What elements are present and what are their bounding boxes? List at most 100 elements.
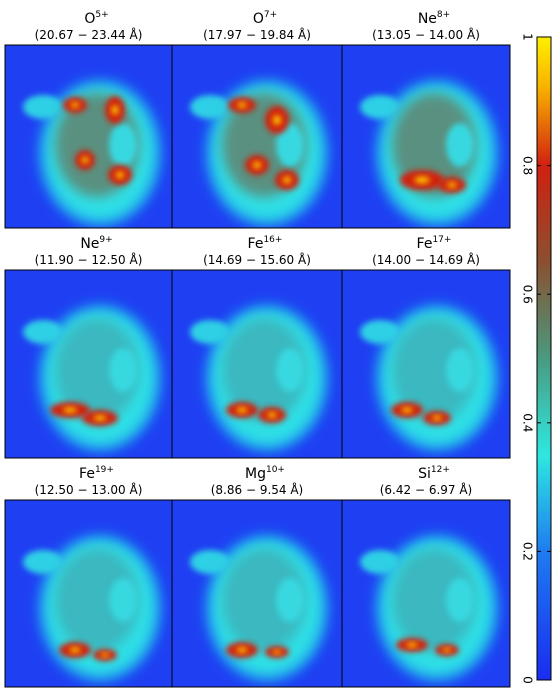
- core: [222, 318, 306, 422]
- panel: Fe16+(14.69 − 15.60 Å): [171, 235, 343, 459]
- plume: [23, 95, 63, 119]
- colorbar-tick-label: 0.6: [521, 285, 535, 304]
- hot-core: [447, 182, 457, 188]
- panel-title: Si12+: [418, 465, 450, 482]
- plume: [190, 320, 230, 344]
- colorbar-tick-label: 1: [521, 33, 535, 41]
- hot-core: [81, 156, 89, 164]
- core: [222, 548, 306, 652]
- panel: Fe17+(14.00 − 14.69 Å): [341, 235, 511, 459]
- energy-range: (20.67 − 23.44 Å): [35, 27, 143, 42]
- hot-core: [236, 647, 248, 653]
- hot-core: [401, 407, 413, 413]
- plume: [190, 95, 230, 119]
- hot-core: [63, 407, 77, 413]
- cavity: [276, 123, 304, 167]
- panel-title: Fe17+: [417, 235, 452, 252]
- hot-core: [406, 642, 418, 648]
- hot-core: [272, 649, 282, 655]
- core: [392, 548, 476, 652]
- ion: Ne: [418, 11, 437, 27]
- charge: 5+: [95, 10, 108, 20]
- panel: Mg10+(8.86 − 9.54 Å): [171, 465, 343, 688]
- hot-core: [100, 652, 110, 658]
- plume: [360, 550, 400, 574]
- panel: Ne8+(13.05 − 14.00 Å): [341, 10, 511, 229]
- plume: [360, 95, 400, 119]
- hot-core: [93, 415, 107, 421]
- panel: Ne9+(11.90 − 12.50 Å): [4, 235, 173, 459]
- hot-core: [115, 171, 125, 179]
- image: [172, 45, 342, 228]
- charge: 9+: [99, 235, 112, 245]
- image: [5, 500, 172, 687]
- ion: Fe: [79, 466, 95, 482]
- image: [342, 45, 510, 228]
- hot-core: [282, 176, 292, 184]
- energy-range: (14.69 − 15.60 Å): [203, 252, 311, 267]
- cavity: [446, 348, 474, 392]
- charge: 17+: [432, 235, 451, 245]
- charge: 10+: [266, 465, 285, 475]
- panel-title: Fe16+: [248, 235, 283, 252]
- panel-title: Mg10+: [245, 465, 285, 482]
- ion: Si: [418, 466, 431, 482]
- cavity: [109, 578, 137, 622]
- image: [342, 500, 510, 687]
- cavity: [109, 348, 137, 392]
- panel-title: Ne9+: [80, 235, 112, 252]
- charge: 12+: [431, 465, 450, 475]
- cavity: [276, 348, 304, 392]
- hot-core: [237, 102, 247, 108]
- colorbar: [536, 36, 552, 681]
- hot-core: [267, 412, 277, 418]
- colorbar-tick-label: 0.4: [521, 413, 535, 432]
- panel-frame: [341, 44, 511, 229]
- energy-range: (12.50 − 13.00 Å): [35, 482, 143, 497]
- panel: Si12+(6.42 − 6.97 Å): [341, 465, 511, 688]
- panel-frame: [341, 269, 511, 459]
- energy-range: (6.42 − 6.97 Å): [380, 482, 473, 497]
- charge: 19+: [95, 465, 114, 475]
- panel-title: Fe19+: [79, 465, 114, 482]
- charge: 7+: [264, 10, 277, 20]
- hot-core: [236, 407, 248, 413]
- ion: O: [253, 11, 264, 27]
- image: [5, 45, 172, 228]
- colorbar-tick-label: 0.2: [521, 542, 535, 561]
- panel-title: O7+: [253, 10, 277, 27]
- energy-range: (17.97 − 19.84 Å): [203, 27, 311, 42]
- ion: Fe: [248, 236, 264, 252]
- charge: 8+: [437, 10, 450, 20]
- colorbar-tick-label: 0.8: [521, 156, 535, 175]
- charge: 16+: [263, 235, 282, 245]
- hot-core: [69, 647, 81, 653]
- ion: O: [84, 11, 95, 27]
- plume: [23, 320, 63, 344]
- core: [392, 318, 476, 422]
- energy-range: (11.90 − 12.50 Å): [35, 252, 143, 267]
- hot-core: [414, 176, 430, 184]
- cavity: [276, 578, 304, 622]
- hot-core: [442, 647, 452, 653]
- image: [172, 500, 342, 687]
- core: [55, 548, 139, 652]
- hot-core: [272, 115, 282, 125]
- panel-title: O5+: [84, 10, 108, 27]
- energy-range: (14.00 − 14.69 Å): [372, 252, 480, 267]
- hot-core: [70, 102, 80, 108]
- panel-title: Ne8+: [418, 10, 450, 27]
- image: [342, 270, 510, 458]
- core: [55, 318, 139, 422]
- hot-core: [111, 105, 119, 115]
- hot-core: [252, 161, 262, 169]
- plume: [360, 320, 400, 344]
- panel: O5+(20.67 − 23.44 Å): [4, 10, 173, 229]
- image: [172, 270, 342, 458]
- hot-core: [432, 415, 442, 421]
- plume: [23, 550, 63, 574]
- plume: [190, 550, 230, 574]
- image: [5, 270, 172, 458]
- energy-range: (8.86 − 9.54 Å): [211, 482, 304, 497]
